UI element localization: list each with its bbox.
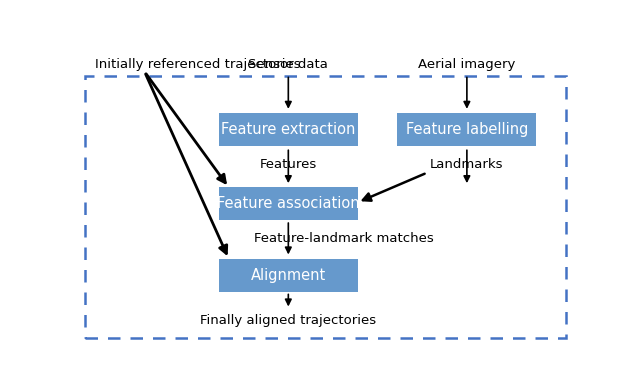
- Text: Features: Features: [260, 158, 317, 171]
- FancyBboxPatch shape: [397, 113, 536, 146]
- Text: Alignment: Alignment: [251, 267, 326, 283]
- Text: Finally aligned trajectories: Finally aligned trajectories: [200, 314, 376, 327]
- Text: Landmarks: Landmarks: [430, 158, 504, 171]
- FancyBboxPatch shape: [219, 259, 358, 291]
- Text: Feature association: Feature association: [217, 196, 360, 212]
- Text: Aerial imagery: Aerial imagery: [418, 58, 516, 71]
- Text: Initially referenced trajectories: Initially referenced trajectories: [95, 58, 301, 71]
- Text: Feature-landmark matches: Feature-landmark matches: [253, 232, 433, 245]
- Text: Sensor data: Sensor data: [248, 58, 328, 71]
- FancyBboxPatch shape: [219, 188, 358, 220]
- FancyBboxPatch shape: [219, 113, 358, 146]
- Text: Feature labelling: Feature labelling: [406, 122, 528, 137]
- Bar: [85, 76, 566, 338]
- Text: Feature extraction: Feature extraction: [221, 122, 355, 137]
